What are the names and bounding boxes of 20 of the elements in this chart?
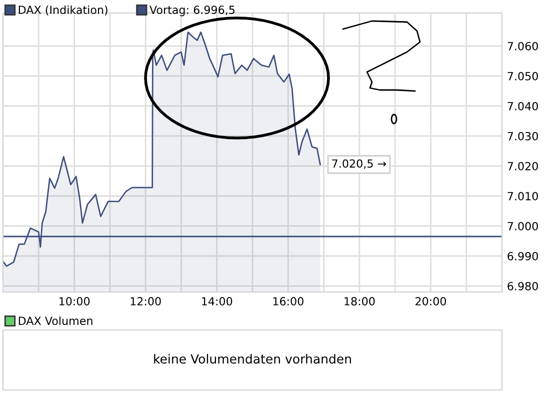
y-tick-label: 7.050 — [508, 72, 538, 80]
x-tick-label: 18:00 — [344, 297, 375, 306]
y-tick-label: 7.040 — [508, 102, 538, 110]
y-tick-label: 7.030 — [508, 132, 538, 140]
text: keine Volumendaten vorhanden — [154, 354, 351, 364]
annotation: 7.020,5 → — [332, 159, 386, 169]
y-tick-label: 7.020 — [508, 162, 538, 170]
x-tick-label: 20:00 — [416, 297, 446, 306]
y-tick-label: 7.010 — [508, 192, 538, 200]
y-tick-label: 7.060 — [508, 42, 538, 50]
x-tick-label: 10:00 — [59, 297, 90, 306]
legend-label: Vortag: 6.996,5 — [150, 6, 234, 16]
y-tick-label: 6.980 — [508, 282, 538, 290]
x-tick-label: 12:00 — [130, 297, 161, 306]
legend-label: DAX Volumen — [18, 316, 92, 326]
y-tick-label: 6.990 — [508, 252, 538, 260]
y-tick-label: 7.000 — [508, 222, 538, 230]
x-tick-label: 14:00 — [202, 297, 232, 306]
x-tick-label: 16:00 — [273, 297, 304, 306]
legend-label: DAX (Indikation) — [18, 5, 108, 16]
